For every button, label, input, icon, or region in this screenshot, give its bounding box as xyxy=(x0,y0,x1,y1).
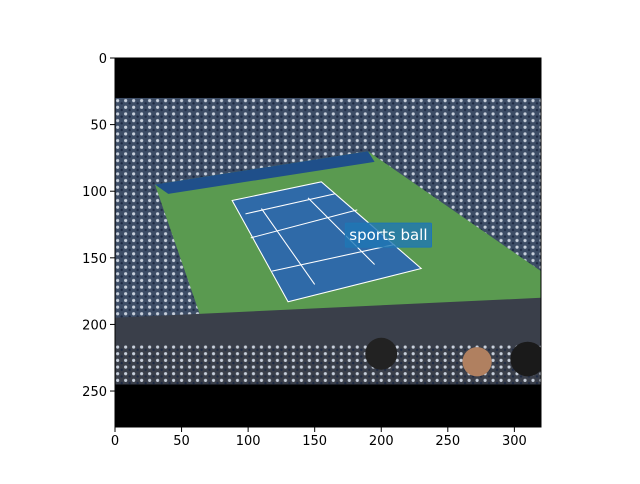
y-tick-label: 50 xyxy=(90,119,107,134)
annotation-box xyxy=(344,222,433,248)
x-tick-label: 50 xyxy=(173,434,190,449)
y-tick-label: 250 xyxy=(82,385,107,400)
photo xyxy=(115,58,541,427)
axes-frame xyxy=(114,57,542,428)
x-tick-label: 100 xyxy=(236,434,261,449)
y-tick-label: 0 xyxy=(99,52,107,67)
x-tick-label: 150 xyxy=(302,434,327,449)
y-tick-label: 150 xyxy=(82,252,107,267)
y-tick-label: 100 xyxy=(82,185,107,200)
x-tick-label: 200 xyxy=(369,434,394,449)
annotation-text: sports ball xyxy=(349,226,427,244)
x-tick-label: 300 xyxy=(502,434,527,449)
x-tick-label: 250 xyxy=(435,434,460,449)
x-tick-label: 0 xyxy=(111,434,119,449)
y-tick-label: 200 xyxy=(82,318,107,333)
